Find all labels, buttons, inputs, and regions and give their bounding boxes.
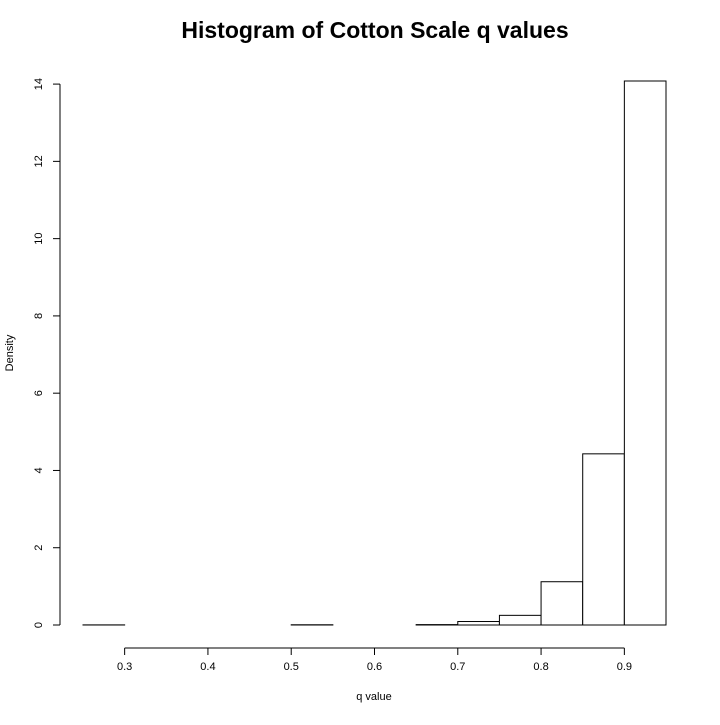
y-tick-label: 0 (33, 622, 45, 628)
x-tick-label: 0.7 (450, 661, 465, 673)
bars-layer (83, 81, 666, 625)
y-tick-label: 6 (33, 390, 45, 396)
x-tick-label: 0.8 (533, 661, 548, 673)
x-tick-label: 0.9 (617, 661, 632, 673)
x-axis-title: q value (356, 691, 391, 703)
y-axis-title: Density (4, 334, 16, 371)
x-tick-label: 0.5 (284, 661, 299, 673)
histogram-bar-10 (499, 615, 541, 625)
y-tick-label: 4 (33, 467, 45, 473)
x-axis: 0.3 0.4 0.5 0.6 0.7 0.8 0.9 (117, 648, 632, 673)
y-tick-label: 12 (33, 155, 45, 167)
histogram-bar-11 (541, 582, 583, 625)
y-tick-label: 8 (33, 313, 45, 319)
x-tick-label: 0.6 (367, 661, 382, 673)
histogram-bar-13 (624, 81, 666, 625)
x-tick-label: 0.4 (200, 661, 215, 673)
y-tick-label: 2 (33, 545, 45, 551)
y-tick-label: 10 (33, 233, 45, 245)
histogram-bar-9 (458, 622, 500, 625)
y-axis: 0 2 4 6 8 10 12 14 (33, 78, 60, 628)
chart-title: Histogram of Cotton Scale q values (181, 17, 568, 43)
histogram-bar-12 (583, 454, 625, 625)
y-tick-label: 14 (33, 78, 45, 90)
x-tick-label: 0.3 (117, 661, 132, 673)
